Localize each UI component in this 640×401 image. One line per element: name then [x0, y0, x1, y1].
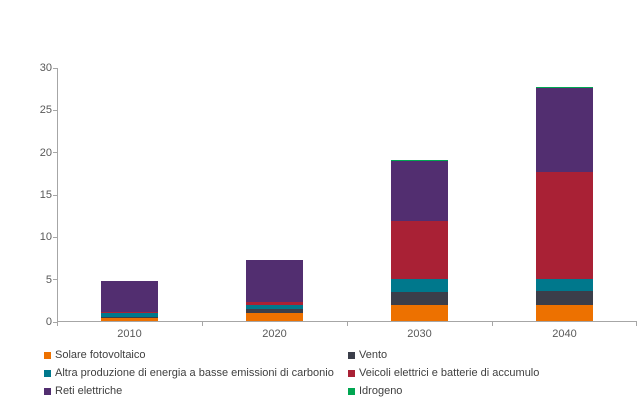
y-tick-label: 20: [39, 146, 52, 159]
bar-segment: [536, 291, 593, 305]
legend-swatch-icon: [348, 387, 355, 395]
legend-item: Altra produzione di energia a basse emis…: [44, 364, 334, 382]
y-tick-label: 5: [45, 273, 52, 286]
bar-segment: [246, 304, 303, 309]
y-tick-mark: [53, 321, 57, 323]
y-tick-label: 0: [45, 316, 52, 328]
plot-area: 0 5 10 15 20 25 30 2010 2020 2030 2040: [40, 62, 637, 340]
legend-swatch-icon: [348, 351, 355, 359]
x-tick-mark: [347, 322, 348, 326]
bar-segment: [536, 87, 593, 173]
y-tick-mark: [53, 67, 57, 69]
bar-segment: [246, 308, 303, 313]
stacked-bar-2040: [536, 86, 593, 321]
x-category-label: 2010: [117, 328, 142, 340]
legend-swatch-icon: [348, 369, 355, 377]
bar-segment: [101, 280, 158, 313]
bar-segment: [101, 318, 158, 321]
legend-swatch-icon: [44, 351, 51, 359]
legend-item: Idrogeno: [348, 382, 539, 400]
legend-column-2: Vento Veicoli elettrici e batterie di acc…: [348, 346, 539, 400]
stacked-bar-2010: [101, 280, 158, 321]
bar-segment: [536, 86, 593, 88]
x-tick-mark: [636, 322, 637, 326]
y-tick-mark: [53, 236, 57, 238]
bar-segment: [391, 220, 448, 280]
bar-segment: [536, 172, 593, 280]
y-tick-mark: [53, 194, 57, 196]
bar-segment: [536, 304, 593, 321]
y-tick-label: 10: [39, 231, 52, 244]
y-axis-line: [57, 68, 58, 322]
bar-segment: [246, 312, 303, 321]
bar-segment: [101, 316, 158, 319]
y-tick-mark: [53, 279, 57, 281]
x-tick-mark: [492, 322, 493, 326]
legend-item: Veicoli elettrici e batterie di accumulo: [348, 364, 539, 382]
legend-label: Reti elettriche: [55, 385, 123, 397]
legend-item: Solare fotovoltaico: [44, 346, 334, 364]
legend-label: Idrogeno: [359, 385, 403, 397]
y-tick-mark: [53, 152, 57, 154]
bar-segment: [246, 301, 303, 305]
x-tick-mark: [202, 322, 203, 326]
bar-segment: [536, 279, 593, 292]
legend-item: Vento: [348, 346, 539, 364]
legend-label: Solare fotovoltaico: [55, 349, 146, 361]
x-category-label: 2020: [262, 328, 287, 340]
bar-segment: [246, 260, 303, 302]
y-tick-label: 25: [39, 104, 52, 117]
bar-segment: [101, 313, 158, 317]
legend-label: Vento: [359, 349, 388, 361]
legend-swatch-icon: [44, 387, 51, 395]
legend-label: Altra produzione di energia a basse emis…: [55, 367, 334, 379]
bar-segment: [391, 304, 448, 321]
x-tick-mark: [57, 322, 58, 326]
stacked-bar-2020: [246, 260, 303, 321]
legend-swatch-icon: [44, 369, 51, 377]
x-axis-line: [57, 321, 637, 322]
stacked-bar-2030: [391, 160, 448, 321]
y-tick-label: 30: [39, 62, 52, 74]
y-tick-mark: [53, 109, 57, 111]
legend-label: Veicoli elettrici e batterie di accumulo: [359, 367, 540, 379]
legend-column-1: Solare fotovoltaico Altra produzione di e…: [44, 346, 334, 400]
bar-segment: [101, 312, 158, 314]
bar-segment: [391, 160, 448, 221]
legend-item: Reti elettriche: [44, 382, 334, 400]
bar-segment: [391, 279, 448, 292]
x-category-label: 2030: [407, 328, 432, 340]
x-category-label: 2040: [552, 328, 577, 340]
bar-segment: [391, 291, 448, 305]
y-tick-label: 15: [39, 189, 52, 201]
